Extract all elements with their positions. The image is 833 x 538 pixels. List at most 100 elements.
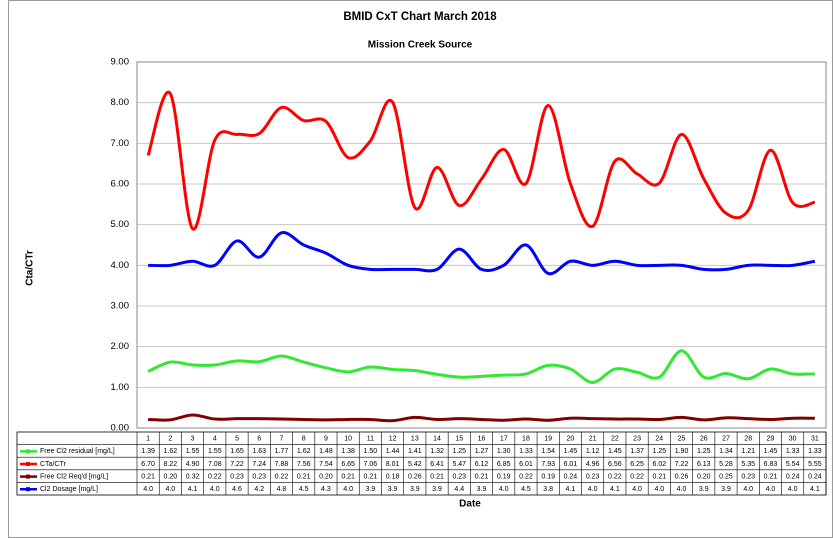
table-cell: 8.01 (386, 461, 400, 468)
x-tick-label: 28 (744, 436, 752, 443)
table-cell: 1.25 (652, 448, 666, 455)
table-cell: 3.8 (543, 486, 553, 493)
table-cell: 8.22 (164, 461, 178, 468)
table-cell: 6.41 (430, 461, 444, 468)
table-cell: 1.12 (586, 448, 600, 455)
x-tick-label: 2 (168, 436, 172, 443)
table-cell: 7.06 (364, 461, 378, 468)
table-cell: 4.0 (165, 486, 175, 493)
table-cell: 0.20 (319, 473, 333, 480)
table-cell: 1.54 (541, 448, 555, 455)
x-tick-label: 6 (257, 436, 261, 443)
table-cell: 0.18 (386, 473, 400, 480)
table-cell: 0.19 (497, 473, 511, 480)
table-cell: 0.21 (652, 473, 666, 480)
table-cell: 0.24 (564, 473, 578, 480)
table-cell: 0.21 (141, 473, 155, 480)
table-cell: 7.22 (675, 461, 689, 468)
table-cell: 0.32 (186, 473, 200, 480)
table-cell: 4.90 (186, 461, 200, 468)
table-cell: 6.56 (608, 461, 622, 468)
x-tick-label: 10 (344, 436, 352, 443)
y-axis-title: Cta/CTr (25, 250, 36, 286)
legend-marker (26, 462, 30, 466)
y-tick-label: 9.00 (111, 57, 130, 68)
y-tick-label: 6.00 (111, 179, 130, 190)
table-cell: 4.0 (143, 486, 153, 493)
table-cell: 4.0 (743, 486, 753, 493)
table-cell: 1.25 (697, 448, 711, 455)
x-tick-label: 14 (433, 436, 441, 443)
table-cell: 5.54 (786, 461, 800, 468)
table-cell: 6.13 (697, 461, 711, 468)
table-cell: 4.0 (588, 486, 598, 493)
legend-marker (26, 449, 30, 454)
x-tick-label: 27 (722, 436, 730, 443)
table-cell: 5.55 (808, 461, 822, 468)
table-cell: 1.77 (275, 448, 289, 455)
table-cell: 3.9 (699, 486, 709, 493)
table-cell: 4.0 (499, 486, 509, 493)
table-cell: 5.28 (719, 461, 733, 468)
x-tick-label: 3 (191, 436, 195, 443)
table-cell: 1.90 (675, 448, 689, 455)
x-tick-label: 11 (367, 436, 374, 443)
x-tick-label: 19 (544, 436, 552, 443)
table-cell: 1.38 (341, 448, 355, 455)
table-cell: 1.48 (319, 448, 333, 455)
legend-label: CTa/CTr (40, 461, 66, 468)
table-cell: 4.0 (632, 486, 642, 493)
x-tick-label: 7 (280, 436, 284, 443)
table-cell: 0.20 (697, 473, 711, 480)
table-cell: 1.62 (164, 448, 178, 455)
table-cell: 3.9 (432, 486, 442, 493)
legend-marker (26, 474, 30, 479)
x-tick-label: 18 (522, 436, 530, 443)
table-cell: 0.21 (430, 473, 444, 480)
x-tick-label: 20 (567, 436, 575, 443)
table-cell: 4.8 (277, 486, 287, 493)
table-cell: 0.25 (719, 473, 733, 480)
table-cell: 4.2 (254, 486, 264, 493)
table-cell: 6.83 (764, 461, 778, 468)
y-tick-label: 3.00 (111, 301, 130, 312)
y-tick-label: 2.00 (111, 341, 130, 352)
table-cell: 6.01 (564, 461, 578, 468)
table-cell: 4.96 (586, 461, 600, 468)
x-tick-label: 12 (389, 436, 397, 443)
table-cell: 0.21 (764, 473, 778, 480)
y-tick-label: 0.00 (111, 423, 130, 434)
table-cell: 1.63 (252, 448, 266, 455)
x-tick-label: 25 (678, 436, 686, 443)
table-cell: 1.37 (630, 448, 644, 455)
x-tick-label: 9 (324, 436, 328, 443)
table-cell: 1.62 (297, 448, 311, 455)
table-cell: 0.26 (408, 473, 422, 480)
x-tick-label: 1 (146, 436, 150, 443)
x-tick-label: 24 (655, 436, 663, 443)
table-cell: 0.21 (475, 473, 489, 480)
x-tick-label: 31 (811, 436, 819, 443)
table-cell: 1.33 (808, 448, 822, 455)
table-cell: 3.9 (410, 486, 420, 493)
x-tick-label: 4 (213, 436, 217, 443)
table-cell: 1.39 (141, 448, 155, 455)
table-cell: 3.9 (366, 486, 376, 493)
table-cell: 4.1 (810, 486, 820, 493)
x-tick-label: 13 (411, 436, 419, 443)
table-cell: 4.3 (321, 486, 331, 493)
table-cell: 1.32 (430, 448, 444, 455)
table-cell: 6.25 (630, 461, 644, 468)
table-cell: 7.93 (541, 461, 555, 468)
table-cell: 3.9 (477, 486, 487, 493)
table-cell: 1.45 (764, 448, 778, 455)
x-tick-label: 15 (455, 436, 463, 443)
table-cell: 4.0 (654, 486, 664, 493)
table-cell: 7.54 (319, 461, 333, 468)
table-cell: 5.47 (452, 461, 466, 468)
chart-subtitle: Mission Creek Source (368, 40, 473, 51)
table-cell: 0.24 (808, 473, 822, 480)
table-cell: 0.23 (741, 473, 755, 480)
series-line (146, 90, 816, 231)
